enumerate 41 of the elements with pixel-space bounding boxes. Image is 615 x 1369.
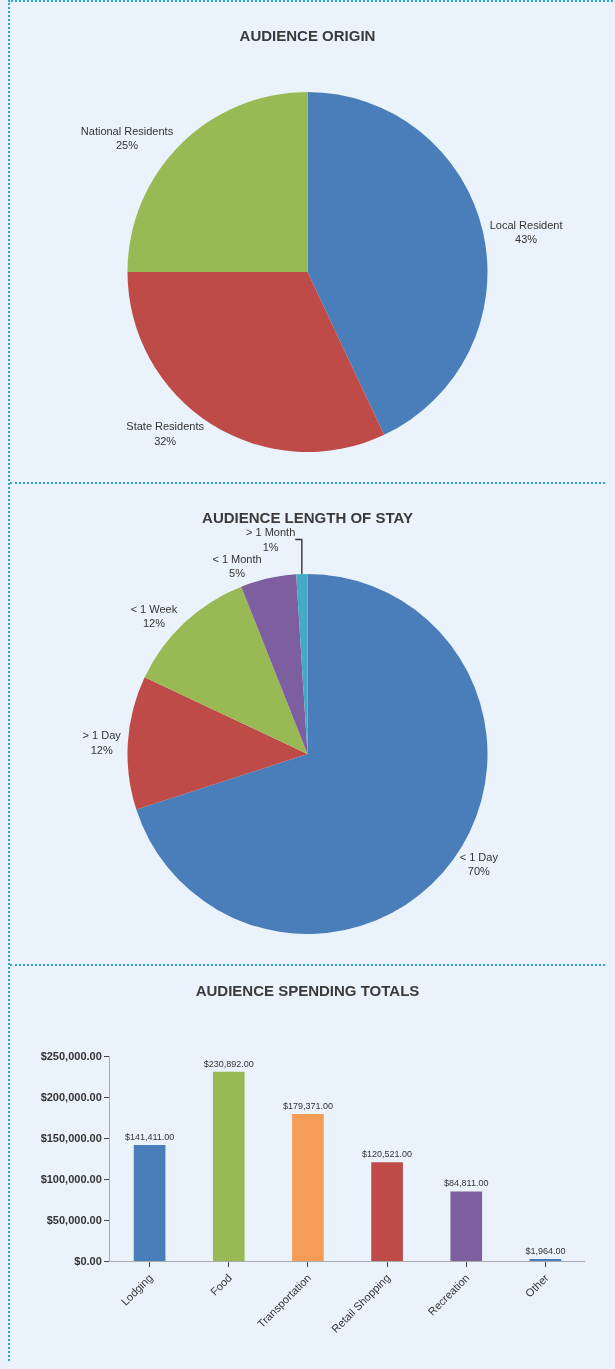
bar: [212, 1071, 245, 1261]
data-label: 32%: [154, 434, 177, 447]
data-label: 12%: [90, 743, 113, 756]
chart-title: AUDIENCE ORIGIN: [239, 27, 376, 45]
pie-slice: [296, 574, 308, 754]
data-label: $1,964.00: [525, 1246, 566, 1256]
y-tick-label: $250,000.00: [40, 1049, 102, 1062]
slice-label: State Residents: [126, 420, 205, 433]
slice-label: < 1 Month: [212, 552, 262, 565]
slice-label: < 1 Week: [130, 602, 178, 615]
y-tick-label: $0.00: [74, 1254, 102, 1267]
bar: [292, 1113, 324, 1261]
data-label: $230,892.00: [203, 1058, 254, 1069]
slice-label: National Residents: [80, 125, 174, 137]
data-label: 1%: [262, 540, 279, 553]
data-label: $120,521.00: [362, 1149, 413, 1160]
chart-title: AUDIENCE LENGTH OF STAY: [202, 509, 413, 527]
bar: [450, 1191, 483, 1261]
data-label: 43%: [515, 233, 538, 246]
data-label: $179,371.00: [282, 1100, 333, 1111]
y-tick-label: $200,000.00: [40, 1090, 102, 1103]
bar: [133, 1145, 166, 1261]
pie-slice: [307, 92, 488, 435]
pie-slice: [144, 586, 308, 754]
slice-label: > 1 Day: [82, 729, 122, 742]
pie-slice: [127, 677, 308, 810]
slice-label: < 1 Day: [459, 851, 499, 864]
y-tick-label: $150,000.00: [40, 1131, 102, 1144]
data-label: 70%: [467, 865, 491, 878]
y-tick-label: $50,000.00: [46, 1213, 102, 1226]
pie-slice: [127, 272, 385, 452]
chart-title: AUDIENCE SPENDING TOTALS: [195, 982, 420, 1000]
data-label: $141,411.00: [124, 1132, 175, 1143]
y-tick-label: $100,000.00: [40, 1172, 102, 1185]
slice-label: > 1 Month: [246, 526, 296, 539]
bar: [371, 1162, 403, 1261]
data-label: 5%: [229, 566, 246, 579]
data-label: 12%: [142, 616, 166, 629]
data-label: 25%: [115, 139, 139, 152]
slice-label: Local Resident: [489, 218, 563, 231]
data-label: $84,811.00: [444, 1178, 489, 1189]
